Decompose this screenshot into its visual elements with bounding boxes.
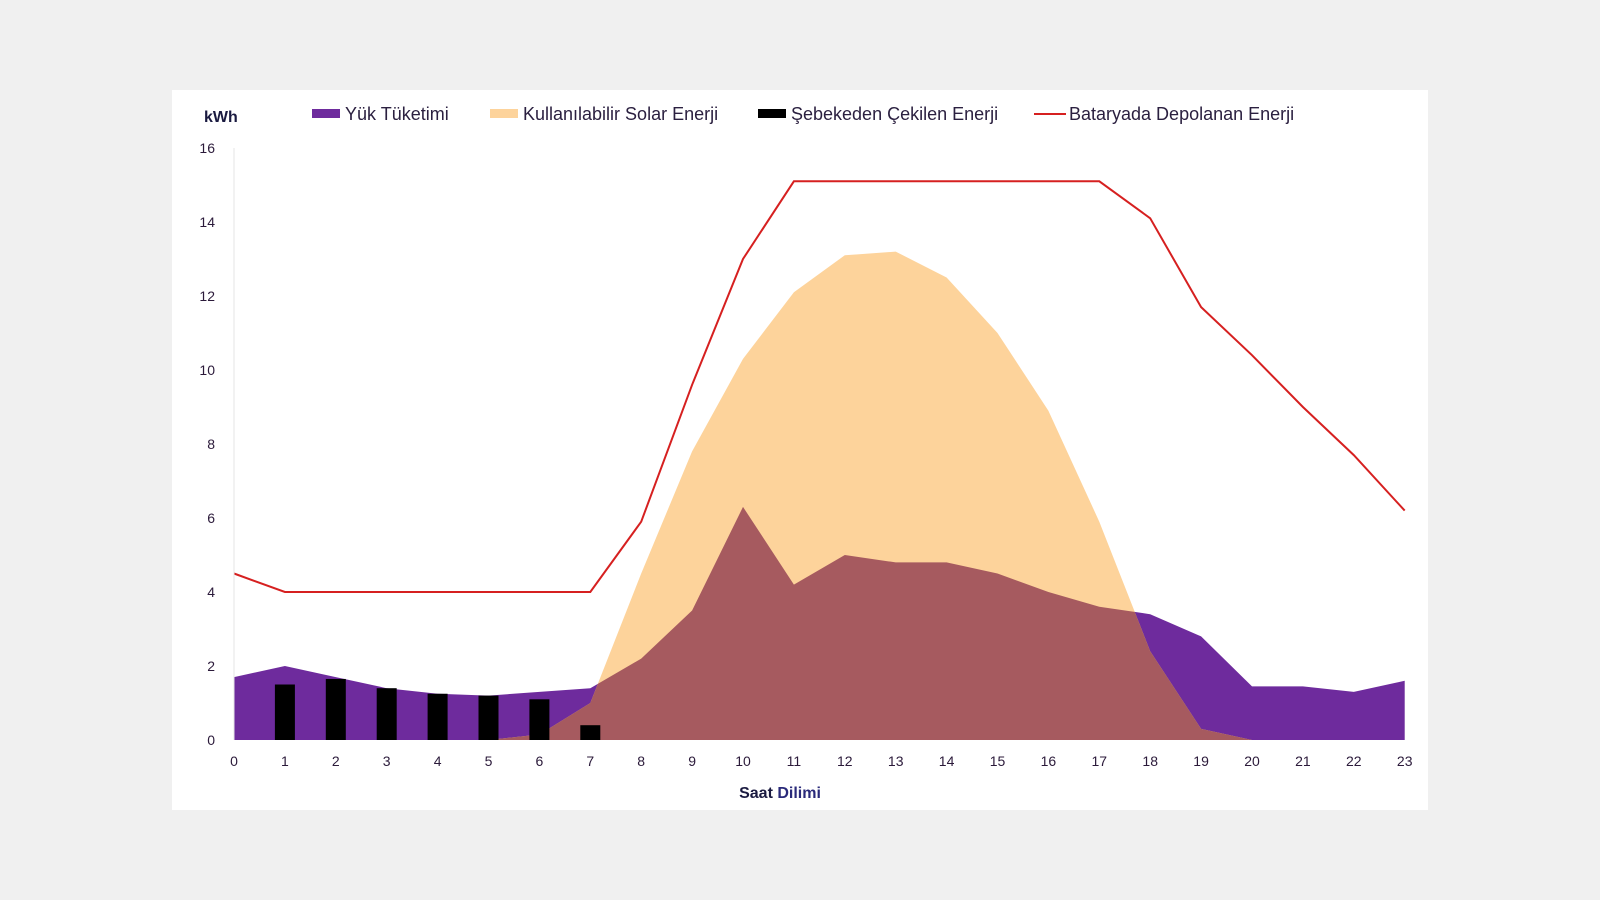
x-tick-label-4: 4 — [434, 753, 442, 769]
x-tick-label-11: 11 — [787, 753, 802, 769]
x-axis-label-part2: Dilimi — [777, 785, 821, 802]
y-axis-label: kWh — [204, 109, 238, 126]
x-tick-label-20: 20 — [1244, 753, 1260, 769]
x-tick-label-18: 18 — [1142, 753, 1158, 769]
y-tick-label-10: 10 — [199, 362, 215, 378]
x-tick-label-10: 10 — [735, 753, 751, 769]
x-tick-label-3: 3 — [383, 753, 391, 769]
x-tick-label-8: 8 — [637, 753, 645, 769]
x-tick-label-0: 0 — [230, 753, 238, 769]
x-tick-label-23: 23 — [1397, 753, 1413, 769]
series-area-overlap — [234, 506, 1405, 740]
grid-bar-6 — [529, 699, 550, 740]
x-axis-label-part1: Saat — [739, 785, 777, 802]
y-tick-label-8: 8 — [207, 436, 215, 452]
x-tick-label-13: 13 — [888, 753, 904, 769]
y-tick-label-2: 2 — [207, 658, 215, 674]
legend-swatch-load — [312, 109, 340, 118]
legend-label-solar: Kullanılabilir Solar Enerji — [523, 104, 718, 124]
x-tick-label-15: 15 — [990, 753, 1006, 769]
y-tick-label-12: 12 — [199, 288, 215, 304]
chart-card: 0 2 4 6 8 10 12 14 16 0 1 2 3 4 5 6 7 8 9 10 11 12 13 14 15 16 17 1… — [172, 90, 1428, 810]
x-tick-label-21: 21 — [1295, 753, 1311, 769]
legend-label-grid: Şebekeden Çekilen Enerji — [791, 104, 998, 124]
y-tick-label-0: 0 — [207, 732, 215, 748]
grid-bar-1 — [274, 684, 295, 740]
x-tick-label-22: 22 — [1346, 753, 1362, 769]
grid-bar-4 — [427, 693, 448, 740]
y-tick-label-4: 4 — [207, 584, 215, 600]
legend-swatch-solar — [490, 109, 518, 118]
x-tick-label-1: 1 — [281, 753, 289, 769]
legend-label-battery: Bataryada Depolanan Enerji — [1069, 104, 1294, 124]
legend-label-load: Yük Tüketimi — [345, 104, 449, 124]
y-tick-label-16: 16 — [199, 140, 215, 156]
grid-bar-5 — [478, 695, 499, 740]
x-axis-label: Saat Dilimi — [739, 785, 821, 802]
x-tick-label-9: 9 — [688, 753, 696, 769]
y-tick-label-14: 14 — [199, 214, 215, 230]
grid-bar-7 — [580, 725, 601, 740]
series-line-battery — [233, 180, 1406, 593]
x-tick-label-5: 5 — [485, 753, 493, 769]
legend-swatch-grid — [758, 109, 786, 118]
x-tick-label-12: 12 — [837, 753, 853, 769]
y-tick-label-6: 6 — [207, 510, 215, 526]
x-tick-label-2: 2 — [332, 753, 340, 769]
grid-bar-3 — [376, 688, 397, 740]
x-tick-label-7: 7 — [586, 753, 594, 769]
x-tick-label-14: 14 — [939, 753, 955, 769]
x-tick-label-17: 17 — [1092, 753, 1108, 769]
x-tick-label-19: 19 — [1193, 753, 1209, 769]
grid-bar-2 — [325, 678, 346, 740]
x-tick-label-16: 16 — [1041, 753, 1057, 769]
x-tick-label-6: 6 — [536, 753, 544, 769]
